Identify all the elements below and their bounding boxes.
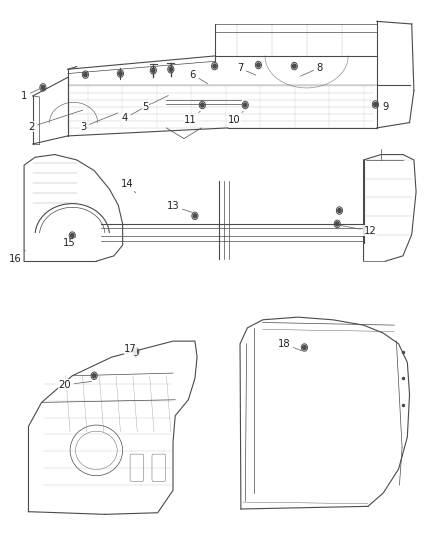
Circle shape bbox=[119, 71, 122, 76]
Circle shape bbox=[374, 102, 377, 107]
Text: 3: 3 bbox=[80, 113, 118, 132]
Text: 17: 17 bbox=[124, 344, 137, 357]
Text: 11: 11 bbox=[184, 111, 200, 125]
Text: 5: 5 bbox=[142, 95, 168, 111]
Text: 13: 13 bbox=[167, 201, 192, 212]
Circle shape bbox=[169, 67, 173, 71]
Circle shape bbox=[152, 68, 155, 72]
Circle shape bbox=[244, 103, 247, 107]
Text: 14: 14 bbox=[121, 179, 136, 193]
Text: 18: 18 bbox=[278, 339, 302, 351]
Circle shape bbox=[336, 222, 339, 226]
Circle shape bbox=[338, 208, 341, 213]
Circle shape bbox=[201, 103, 204, 107]
Text: 6: 6 bbox=[190, 70, 208, 84]
Text: 7: 7 bbox=[237, 63, 256, 75]
Text: 15: 15 bbox=[63, 236, 76, 248]
Circle shape bbox=[84, 72, 87, 77]
Text: 9: 9 bbox=[377, 102, 389, 111]
Circle shape bbox=[303, 345, 306, 350]
Circle shape bbox=[293, 64, 296, 68]
Text: 2: 2 bbox=[28, 110, 83, 132]
Text: 4: 4 bbox=[122, 104, 151, 123]
Text: 16: 16 bbox=[9, 251, 25, 263]
Circle shape bbox=[193, 214, 197, 218]
Circle shape bbox=[257, 63, 260, 67]
Text: 8: 8 bbox=[300, 63, 323, 76]
Circle shape bbox=[134, 350, 138, 354]
Circle shape bbox=[92, 374, 96, 378]
Circle shape bbox=[213, 64, 216, 68]
Text: 10: 10 bbox=[228, 111, 243, 125]
Text: 1: 1 bbox=[21, 88, 40, 101]
Circle shape bbox=[71, 233, 74, 238]
Text: 12: 12 bbox=[340, 225, 377, 236]
Circle shape bbox=[41, 85, 45, 90]
Text: 20: 20 bbox=[59, 380, 92, 390]
